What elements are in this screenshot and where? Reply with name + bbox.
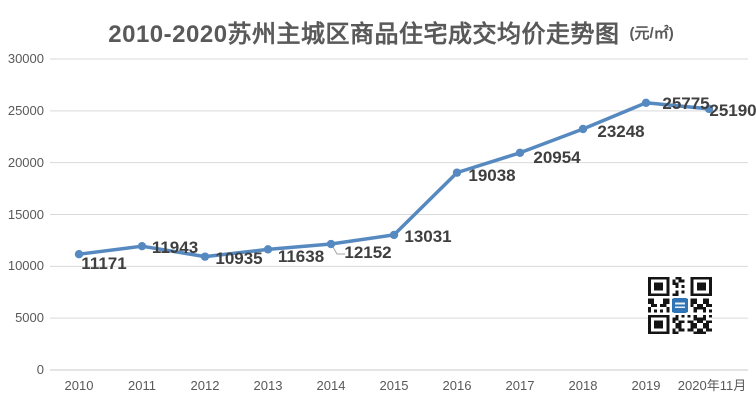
qr-code xyxy=(648,277,712,334)
chart-title: 2010-2020苏州主城区商品住宅成交均价走势图 xyxy=(108,20,620,48)
data-point-marker xyxy=(263,245,273,254)
data-point-marker xyxy=(641,98,651,107)
data-point-marker xyxy=(200,252,210,261)
chart-header: 2010-2020苏州主城区商品住宅成交均价走势图 (元/㎡) xyxy=(0,14,756,48)
data-point-marker xyxy=(704,104,714,114)
data-point-marker xyxy=(578,124,588,134)
data-point-marker xyxy=(452,168,462,177)
data-point-marker xyxy=(389,230,399,240)
label-leader-line xyxy=(332,246,345,255)
data-point-marker xyxy=(326,239,336,249)
data-point-marker xyxy=(515,148,525,157)
data-point-marker xyxy=(74,249,84,259)
data-point-marker xyxy=(137,241,147,251)
qr-center-logo xyxy=(671,298,689,313)
chart-unit-label: (元/㎡) xyxy=(629,25,674,42)
